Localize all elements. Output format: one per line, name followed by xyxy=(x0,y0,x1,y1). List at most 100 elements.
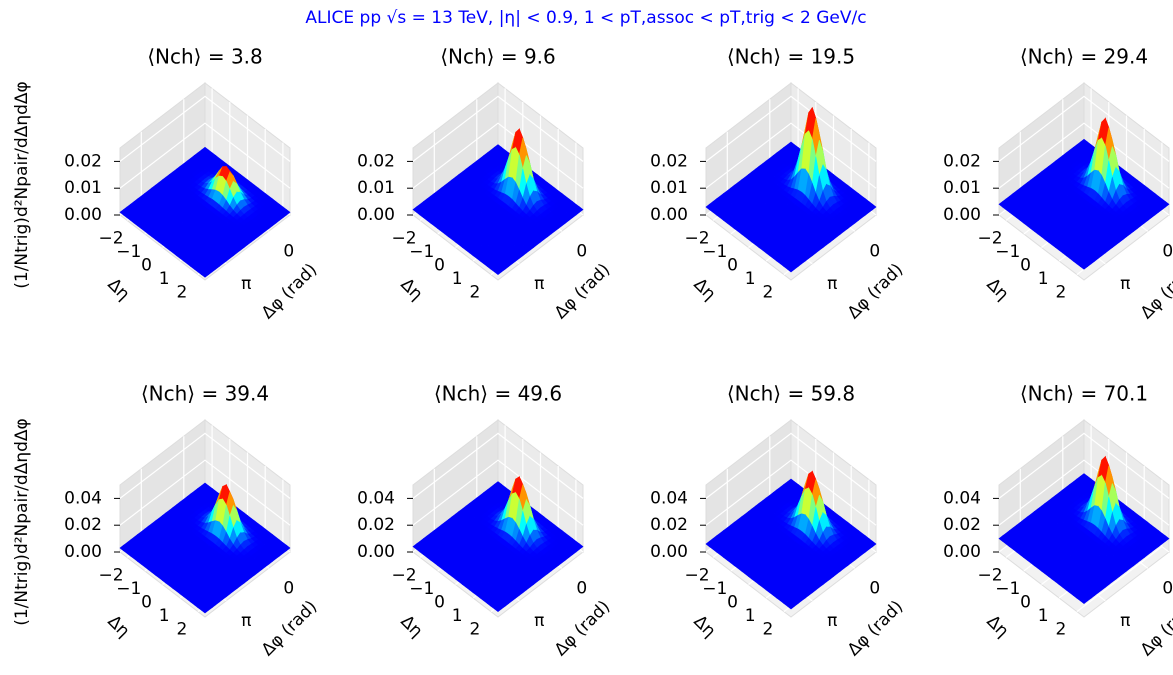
x-axis-label: Δη xyxy=(690,612,720,642)
surface-cell xyxy=(201,271,209,278)
x-axis-label: Δη xyxy=(104,612,134,642)
x-tick-label: 1 xyxy=(745,269,756,289)
x-tick-label: 2 xyxy=(177,620,188,640)
x-tick-label: 2 xyxy=(177,283,188,303)
grid-line xyxy=(412,459,584,526)
x-tick-label: −2 xyxy=(978,228,1003,248)
x-tick-label: 2 xyxy=(1056,620,1067,640)
z-tick-label: 0.02 xyxy=(357,151,395,171)
x-tick-label: 0 xyxy=(1020,256,1031,276)
z-tick-label: 0.00 xyxy=(943,542,981,562)
y-tick-label: π xyxy=(1120,611,1130,631)
x-tick-label: −2 xyxy=(99,228,124,248)
x-tick-label: −2 xyxy=(392,228,417,248)
x-axis-label: Δη xyxy=(983,275,1013,305)
y-tick-label: 0 xyxy=(576,241,587,261)
y-tick-label: 0 xyxy=(283,578,294,598)
y-tick-label: π xyxy=(1120,274,1130,294)
z-tick-label: 0.02 xyxy=(943,515,981,535)
x-tick-label: −1 xyxy=(116,242,141,262)
y-tick-label: π xyxy=(241,611,251,631)
grid-line xyxy=(998,459,1170,526)
x-tick-label: 1 xyxy=(159,606,170,626)
x-tick-label: 2 xyxy=(763,620,774,640)
x-tick-label: 1 xyxy=(1038,269,1049,289)
z-tick-label: 0.01 xyxy=(64,178,102,198)
x-tick-label: −1 xyxy=(409,579,434,599)
surface-cell xyxy=(494,605,502,612)
z-tick-label: 0.01 xyxy=(943,178,981,198)
y-tick-label: 0 xyxy=(869,241,880,261)
y-axis-label: Δφ (rad) xyxy=(844,597,907,660)
x-tick-label: −2 xyxy=(978,565,1003,585)
surface-cell xyxy=(1080,263,1088,270)
z-tick-label: 0.00 xyxy=(357,205,395,225)
x-tick-label: 2 xyxy=(763,283,774,303)
x-tick-label: 1 xyxy=(1038,606,1049,626)
panel-title: ⟨Nch⟩ = 3.8 xyxy=(147,45,263,69)
y-axis-label: Δφ (rad) xyxy=(258,597,321,660)
x-tick-label: −1 xyxy=(116,579,141,599)
z-axis-label: (1/Ntrig)d²Npair/dΔηdΔφ xyxy=(12,81,32,289)
x-tick-label: −1 xyxy=(702,579,727,599)
grid-line xyxy=(412,432,584,499)
grid-line xyxy=(119,122,291,189)
y-axis-label: Δφ (rad) xyxy=(551,597,614,660)
panel-title: ⟨Nch⟩ = 39.4 xyxy=(141,382,269,406)
z-tick-label: 0.00 xyxy=(64,542,102,562)
x-tick-label: 1 xyxy=(452,269,463,289)
z-tick-label: 0.04 xyxy=(943,488,981,508)
grid-line xyxy=(998,122,1170,189)
grid-line xyxy=(705,95,877,162)
y-axis-label: Δφ (rad) xyxy=(258,260,321,323)
grid-line xyxy=(998,95,1170,162)
z-tick-label: 0.00 xyxy=(357,542,395,562)
y-axis-label: Δφ (rad) xyxy=(1137,597,1173,660)
x-tick-label: −2 xyxy=(392,565,417,585)
x-tick-label: 0 xyxy=(434,256,445,276)
surface-cell xyxy=(494,268,502,275)
x-tick-label: 0 xyxy=(1020,593,1031,613)
panel-title: ⟨Nch⟩ = 59.8 xyxy=(727,382,855,406)
z-axis-label: (1/Ntrig)d²Npair/dΔηdΔφ xyxy=(12,418,32,626)
x-tick-label: −2 xyxy=(685,565,710,585)
z-tick-label: 0.00 xyxy=(650,542,688,562)
surface-cell xyxy=(1080,597,1088,604)
y-tick-label: 0 xyxy=(576,578,587,598)
x-axis-label: Δη xyxy=(690,275,720,305)
x-tick-label: −1 xyxy=(995,579,1020,599)
x-tick-label: −1 xyxy=(409,242,434,262)
x-tick-label: 1 xyxy=(159,269,170,289)
y-tick-label: π xyxy=(534,274,544,294)
figure-title: ALICE pp √s = 13 TeV, |η| < 0.9, 1 < pT,… xyxy=(305,8,866,28)
surface-cell xyxy=(787,603,795,610)
y-axis-label: Δφ (rad) xyxy=(551,260,614,323)
x-tick-label: −1 xyxy=(702,242,727,262)
panel-title: ⟨Nch⟩ = 49.6 xyxy=(434,382,562,406)
grid-line xyxy=(119,459,291,526)
x-tick-label: 2 xyxy=(1056,283,1067,303)
panel-title: ⟨Nch⟩ = 9.6 xyxy=(440,45,556,69)
y-tick-label: 0 xyxy=(1162,578,1173,598)
z-tick-label: 0.02 xyxy=(943,151,981,171)
y-tick-label: π xyxy=(827,274,837,294)
x-tick-label: 0 xyxy=(727,256,738,276)
z-tick-label: 0.00 xyxy=(650,205,688,225)
z-tick-label: 0.00 xyxy=(943,205,981,225)
z-tick-label: 0.02 xyxy=(357,515,395,535)
grid-line xyxy=(412,122,584,189)
y-tick-label: 0 xyxy=(283,241,294,261)
x-tick-label: 0 xyxy=(141,256,152,276)
y-tick-label: 0 xyxy=(1162,241,1173,261)
grid-line xyxy=(705,432,877,499)
x-tick-label: 1 xyxy=(745,606,756,626)
